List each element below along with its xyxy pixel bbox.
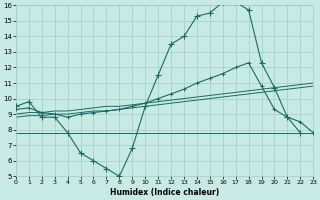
X-axis label: Humidex (Indice chaleur): Humidex (Indice chaleur) — [110, 188, 219, 197]
